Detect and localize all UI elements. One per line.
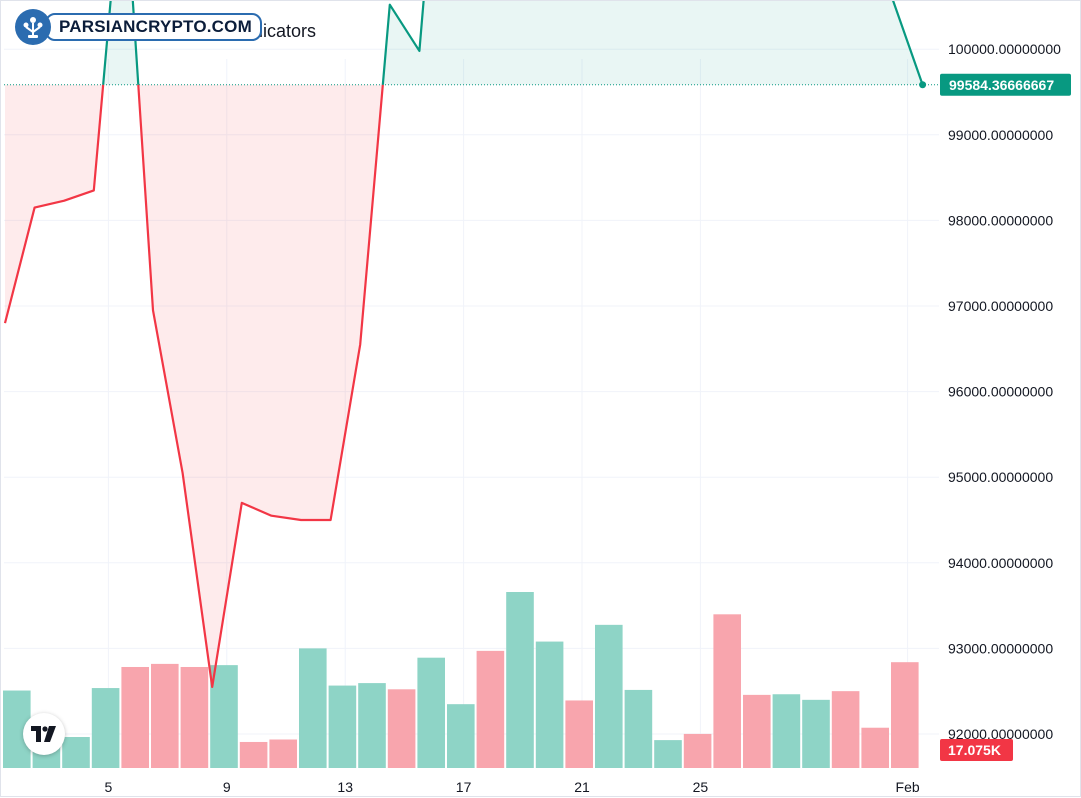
volume-bar — [624, 689, 653, 768]
x-tick-label: 21 — [574, 779, 590, 795]
volume-bar — [506, 592, 534, 768]
logo-icon — [15, 9, 51, 45]
y-tick-label: 92000.00000000 — [948, 726, 1053, 742]
volume-bar — [772, 694, 801, 768]
volume-bar — [328, 685, 357, 768]
x-tick-label: 5 — [105, 779, 113, 795]
volume-bar — [239, 741, 268, 768]
x-tick-label: 13 — [337, 779, 353, 795]
volume-bar — [802, 699, 830, 768]
volume-bar — [358, 683, 386, 768]
volume-bar — [121, 666, 149, 768]
volume-bar — [417, 657, 445, 768]
x-tick-label: 17 — [456, 779, 472, 795]
volume-bar — [62, 737, 90, 768]
volume-bar — [151, 663, 179, 768]
volume-bar — [654, 740, 682, 768]
y-axis[interactable]: 107000.00000000106000.00000000105000.000… — [948, 1, 1061, 742]
y-tick-label: 99000.00000000 — [948, 127, 1053, 143]
area-fill-below — [5, 84, 104, 324]
area-fill-below — [138, 84, 383, 687]
area-fill — [5, 1, 923, 687]
volume-bar — [891, 662, 919, 768]
last-price-dot — [919, 81, 927, 89]
price-line-down — [137, 84, 384, 689]
y-tick-label: 96000.00000000 — [948, 384, 1053, 400]
volume-bar — [447, 704, 475, 768]
volume-bar — [210, 665, 238, 768]
volume-bar — [180, 666, 209, 768]
volume-bar — [299, 648, 327, 768]
last-price-label: 99584.36666667 — [949, 77, 1054, 93]
x-tick-label: 9 — [223, 779, 231, 795]
top-toolbar: ux Indicators PARSIANCRYPTO.COM — [1, 1, 1081, 59]
y-tick-label: 93000.00000000 — [948, 640, 1053, 656]
x-axis[interactable]: 5 9 13 17 21 25 Feb — [105, 779, 920, 795]
volume-label: 17.075K — [948, 742, 1001, 758]
y-tick-label: 94000.00000000 — [948, 555, 1053, 571]
volume-bar — [535, 641, 564, 768]
volume-bar — [683, 733, 712, 768]
grid — [4, 48, 939, 768]
logo-text: PARSIANCRYPTO.COM — [45, 13, 262, 41]
y-tick-label: 100000.00000000 — [948, 41, 1061, 57]
volume-bar — [269, 739, 297, 768]
y-tick-label: 95000.00000000 — [948, 469, 1053, 485]
volume-bar — [861, 727, 889, 768]
y-tick-label: 98000.00000000 — [948, 212, 1053, 228]
last-price-label-box — [940, 73, 1071, 96]
tradingview-logo-icon[interactable] — [23, 713, 65, 755]
volume-bar — [713, 614, 741, 768]
volume-bar — [91, 688, 120, 768]
price-line — [3, 1, 927, 689]
price-line-down — [3, 84, 105, 324]
x-tick-label: Feb — [896, 779, 920, 795]
volume-bar — [387, 689, 416, 768]
volume-bar — [831, 691, 860, 768]
volume-label-box — [940, 739, 1013, 761]
volume-bar — [743, 694, 771, 768]
volume-bars — [3, 592, 919, 768]
x-tick-label: 25 — [693, 779, 709, 795]
axis-labels: 99584.36666667 17.075K — [940, 73, 1071, 761]
site-logo: PARSIANCRYPTO.COM — [15, 9, 262, 45]
y-tick-label: 97000.00000000 — [948, 298, 1053, 314]
price-line-up — [102, 1, 140, 85]
volume-bar — [476, 650, 505, 768]
area-fill-above — [382, 1, 923, 85]
volume-bar — [595, 624, 623, 768]
volume-bar — [565, 700, 593, 768]
